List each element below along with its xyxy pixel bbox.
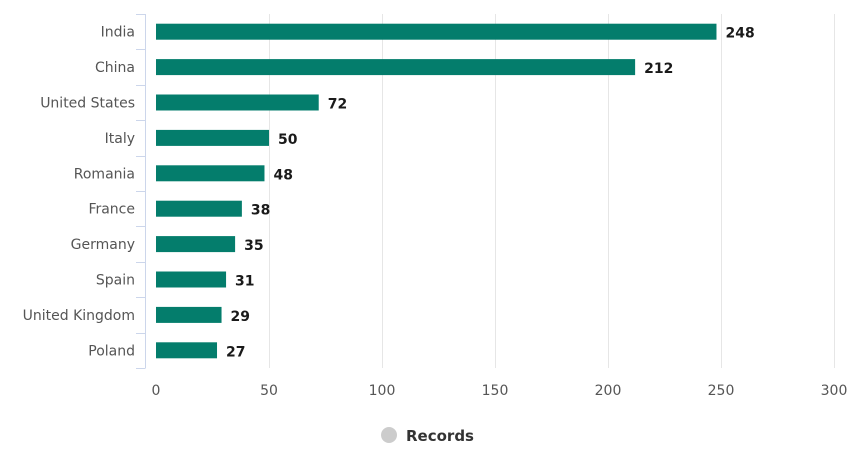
x-tick-label: 150 xyxy=(482,383,509,399)
bar-united-states[interactable] xyxy=(156,94,319,111)
category-label: United States xyxy=(40,96,135,112)
category-label: United Kingdom xyxy=(23,308,135,324)
data-label: 31 xyxy=(235,274,254,290)
data-label: 35 xyxy=(244,238,263,254)
x-tick-label: 200 xyxy=(595,383,622,399)
category-label: Spain xyxy=(96,273,135,289)
bar-india[interactable] xyxy=(156,23,717,40)
data-label: 27 xyxy=(226,344,245,360)
bar-united-kingdom[interactable] xyxy=(156,306,222,323)
category-label: China xyxy=(95,60,135,76)
bar-france[interactable] xyxy=(156,200,242,217)
legend[interactable]: Records xyxy=(381,427,474,445)
bar-china[interactable] xyxy=(156,59,636,76)
data-label: 212 xyxy=(644,61,673,77)
data-label: 38 xyxy=(251,203,270,219)
x-tick-label: 0 xyxy=(152,383,161,399)
category-label: Germany xyxy=(71,237,135,253)
data-label: 50 xyxy=(278,132,298,148)
axes xyxy=(136,14,146,369)
legend-marker-icon[interactable] xyxy=(381,427,397,443)
x-tick-label: 250 xyxy=(708,383,735,399)
category-label: India xyxy=(101,25,135,41)
x-tick-label: 50 xyxy=(260,383,278,399)
data-label: 29 xyxy=(231,309,250,325)
category-label: France xyxy=(88,202,135,218)
data-label: 72 xyxy=(328,97,347,113)
bars xyxy=(156,23,717,359)
legend-label[interactable]: Records xyxy=(406,427,474,445)
data-label: 248 xyxy=(725,26,754,42)
bar-spain[interactable] xyxy=(156,271,227,288)
bar-poland[interactable] xyxy=(156,342,218,359)
bar-germany[interactable] xyxy=(156,236,236,253)
labels: 0 50 100 150 200 250 300 India 248 China 212 United… xyxy=(23,25,848,399)
bar-romania[interactable] xyxy=(156,165,265,182)
bar-italy[interactable] xyxy=(156,129,269,146)
category-label: Romania xyxy=(74,166,135,182)
x-tick-label: 100 xyxy=(369,383,396,399)
x-tick-label: 300 xyxy=(821,383,848,399)
category-label: Poland xyxy=(88,343,135,359)
data-label: 48 xyxy=(273,167,292,183)
category-label: Italy xyxy=(105,131,135,147)
